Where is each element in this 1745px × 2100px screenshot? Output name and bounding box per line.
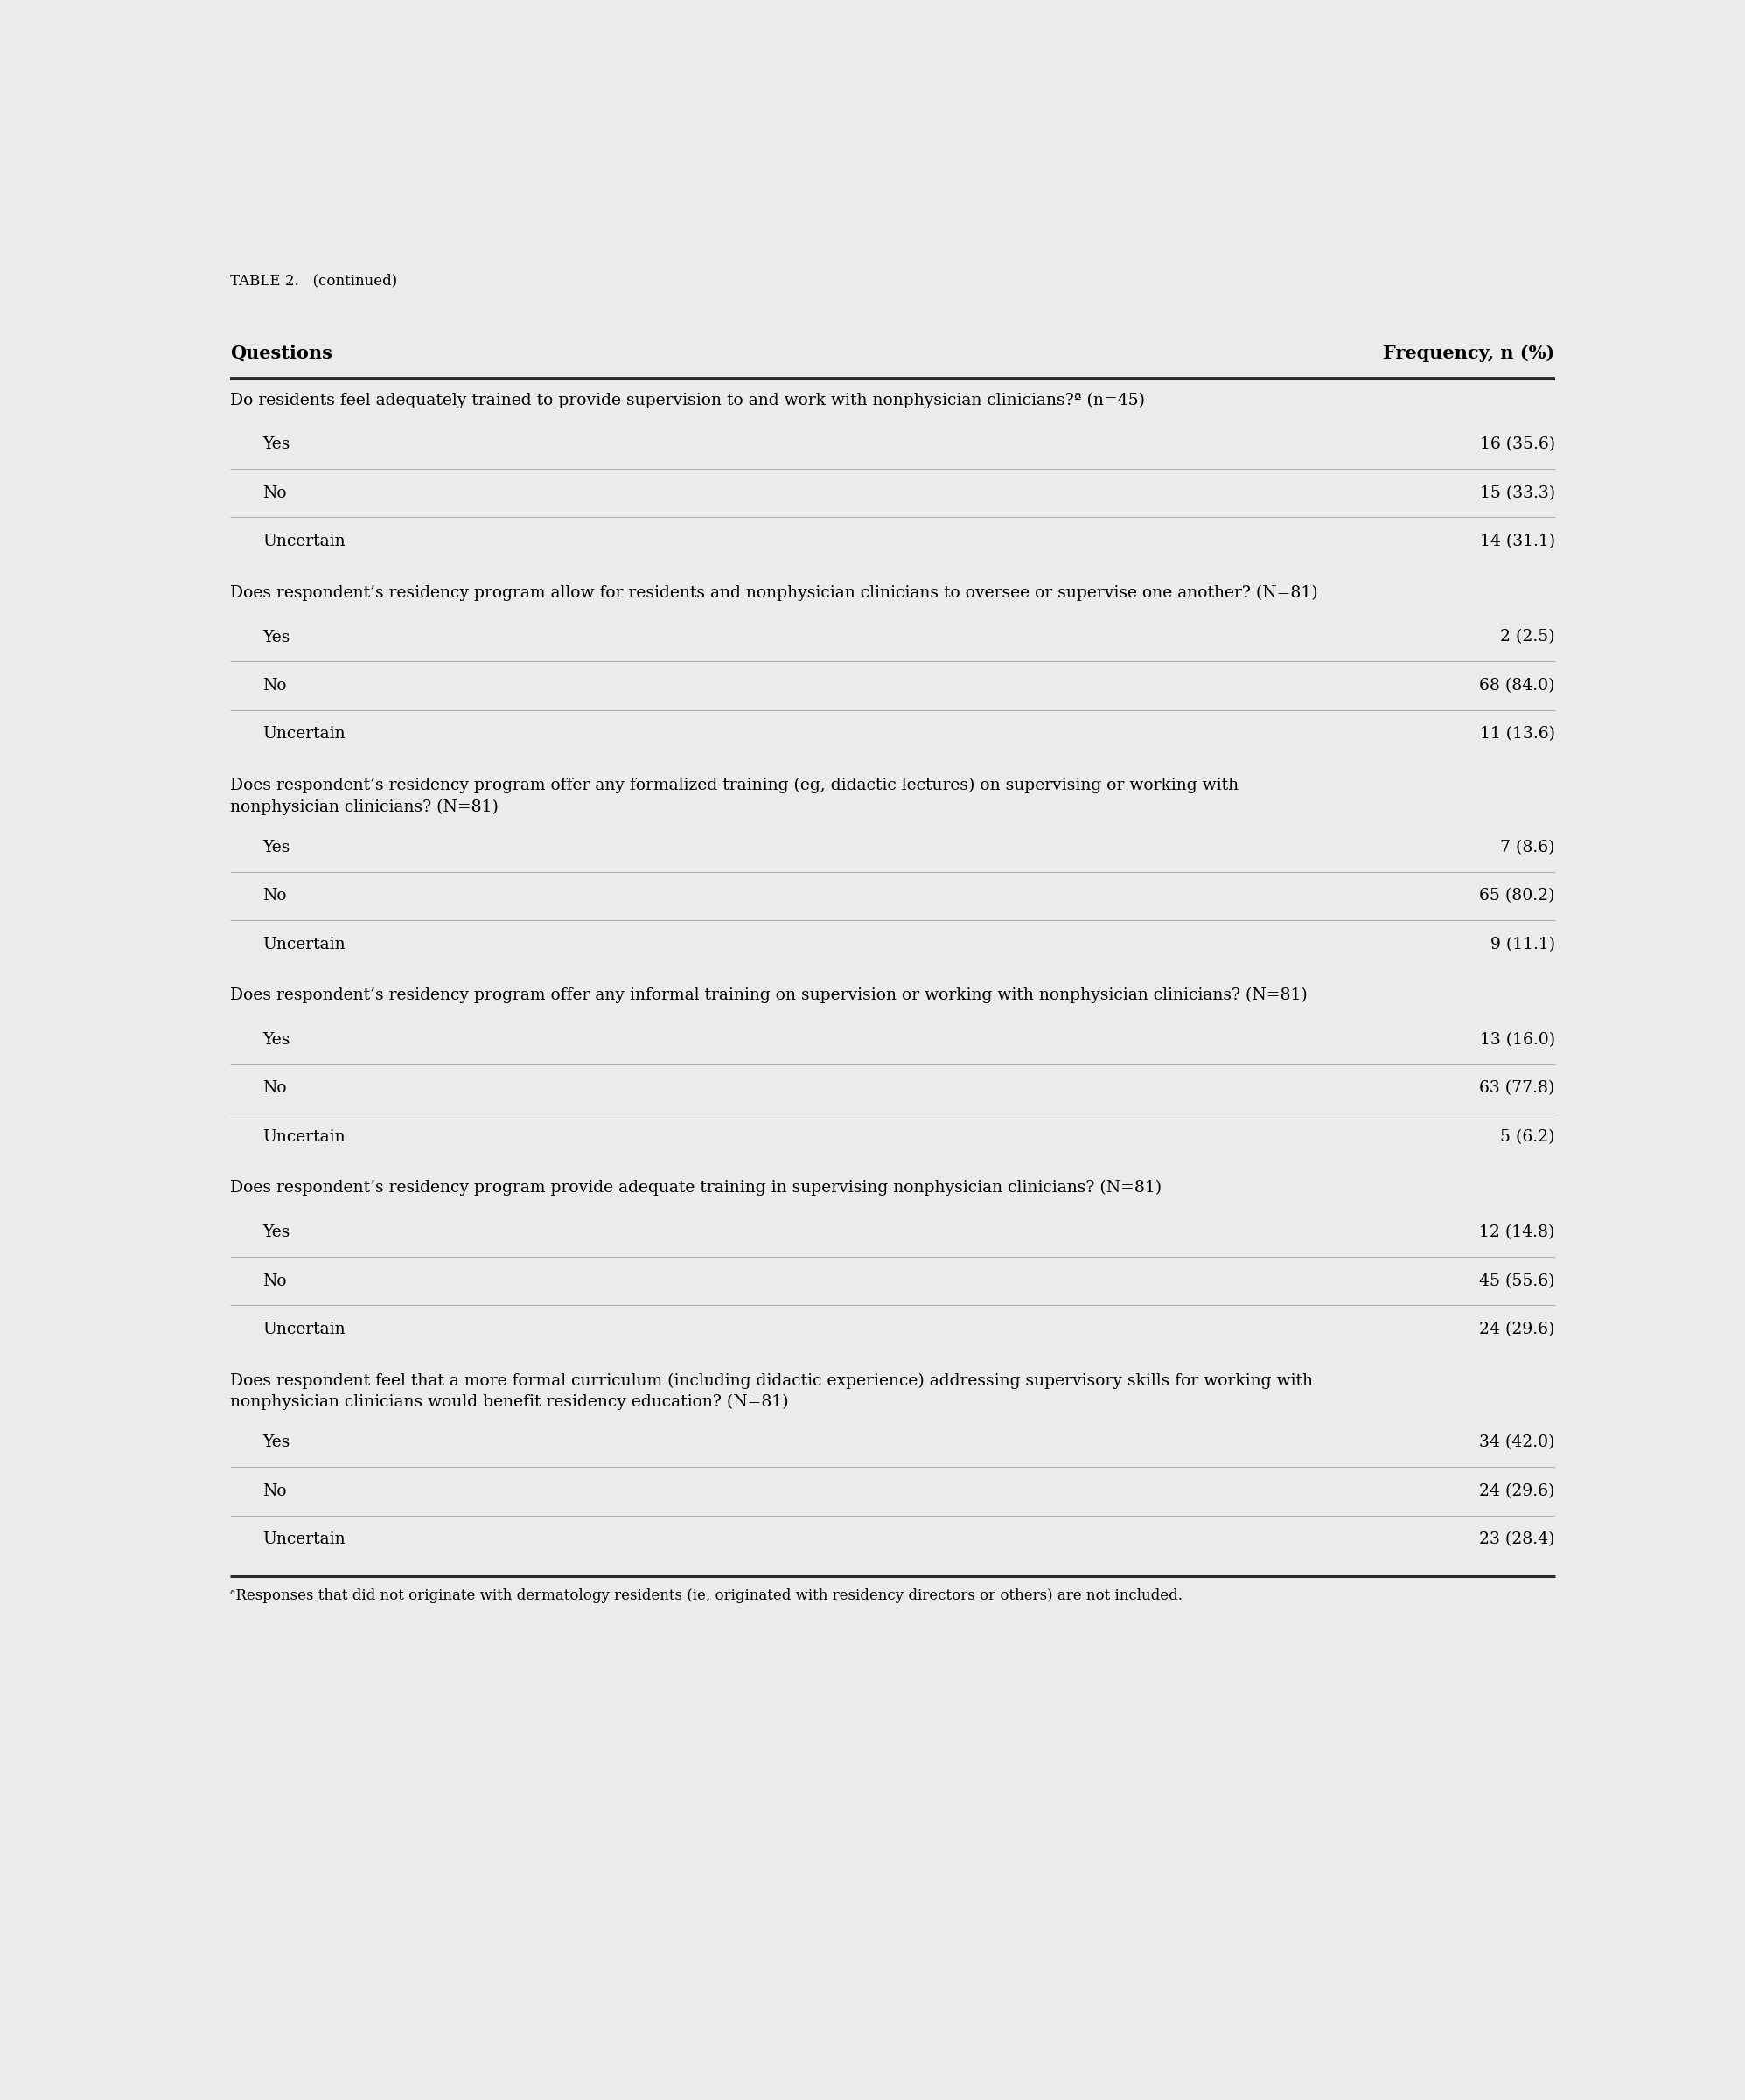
Text: 12 (14.8): 12 (14.8) xyxy=(1480,1224,1555,1241)
Text: Uncertain: Uncertain xyxy=(262,1130,346,1144)
Text: 15 (33.3): 15 (33.3) xyxy=(1480,485,1555,502)
Text: 16 (35.6): 16 (35.6) xyxy=(1480,437,1555,451)
Text: Yes: Yes xyxy=(262,437,290,451)
Text: No: No xyxy=(262,888,286,903)
Text: Does respondent’s residency program allow for residents and nonphysician clinici: Does respondent’s residency program allo… xyxy=(230,584,1317,601)
Text: 63 (77.8): 63 (77.8) xyxy=(1480,1082,1555,1096)
Text: 34 (42.0): 34 (42.0) xyxy=(1480,1434,1555,1451)
Text: Yes: Yes xyxy=(262,1224,290,1241)
Text: Does respondent feel that a more formal curriculum (including didactic experienc: Does respondent feel that a more formal … xyxy=(230,1373,1314,1411)
Text: 13 (16.0): 13 (16.0) xyxy=(1480,1031,1555,1048)
Text: Do residents feel adequately trained to provide supervision to and work with non: Do residents feel adequately trained to … xyxy=(230,393,1145,407)
Text: 24 (29.6): 24 (29.6) xyxy=(1480,1321,1555,1338)
Text: 45 (55.6): 45 (55.6) xyxy=(1480,1273,1555,1289)
Text: Uncertain: Uncertain xyxy=(262,533,346,550)
Text: 24 (29.6): 24 (29.6) xyxy=(1480,1483,1555,1499)
Text: 5 (6.2): 5 (6.2) xyxy=(1501,1130,1555,1144)
Text: No: No xyxy=(262,1082,286,1096)
Text: No: No xyxy=(262,485,286,502)
Text: Uncertain: Uncertain xyxy=(262,1321,346,1338)
Text: Yes: Yes xyxy=(262,1434,290,1451)
Text: Yes: Yes xyxy=(262,1031,290,1048)
Text: TABLE 2.   (continued): TABLE 2. (continued) xyxy=(230,273,398,288)
Text: No: No xyxy=(262,678,286,693)
Text: 68 (84.0): 68 (84.0) xyxy=(1480,678,1555,693)
Text: 2 (2.5): 2 (2.5) xyxy=(1501,630,1555,645)
Text: No: No xyxy=(262,1273,286,1289)
Text: Does respondent’s residency program offer any formalized training (eg, didactic : Does respondent’s residency program offe… xyxy=(230,777,1239,815)
Text: 65 (80.2): 65 (80.2) xyxy=(1480,888,1555,903)
Text: 14 (31.1): 14 (31.1) xyxy=(1480,533,1555,550)
Text: Frequency, n (%): Frequency, n (%) xyxy=(1384,344,1555,361)
Text: Yes: Yes xyxy=(262,630,290,645)
Text: 11 (13.6): 11 (13.6) xyxy=(1480,727,1555,741)
Text: Does respondent’s residency program offer any informal training on supervision o: Does respondent’s residency program offe… xyxy=(230,987,1307,1004)
Text: Uncertain: Uncertain xyxy=(262,1531,346,1548)
Text: Questions: Questions xyxy=(230,344,333,361)
Text: 23 (28.4): 23 (28.4) xyxy=(1480,1531,1555,1548)
Text: Yes: Yes xyxy=(262,840,290,855)
Text: Uncertain: Uncertain xyxy=(262,937,346,951)
Text: 9 (11.1): 9 (11.1) xyxy=(1490,937,1555,951)
Text: ᵃResponses that did not originate with dermatology residents (ie, originated wit: ᵃResponses that did not originate with d… xyxy=(230,1588,1183,1602)
Text: No: No xyxy=(262,1483,286,1499)
Text: Does respondent’s residency program provide adequate training in supervising non: Does respondent’s residency program prov… xyxy=(230,1180,1162,1197)
Text: Uncertain: Uncertain xyxy=(262,727,346,741)
Text: 7 (8.6): 7 (8.6) xyxy=(1501,840,1555,855)
